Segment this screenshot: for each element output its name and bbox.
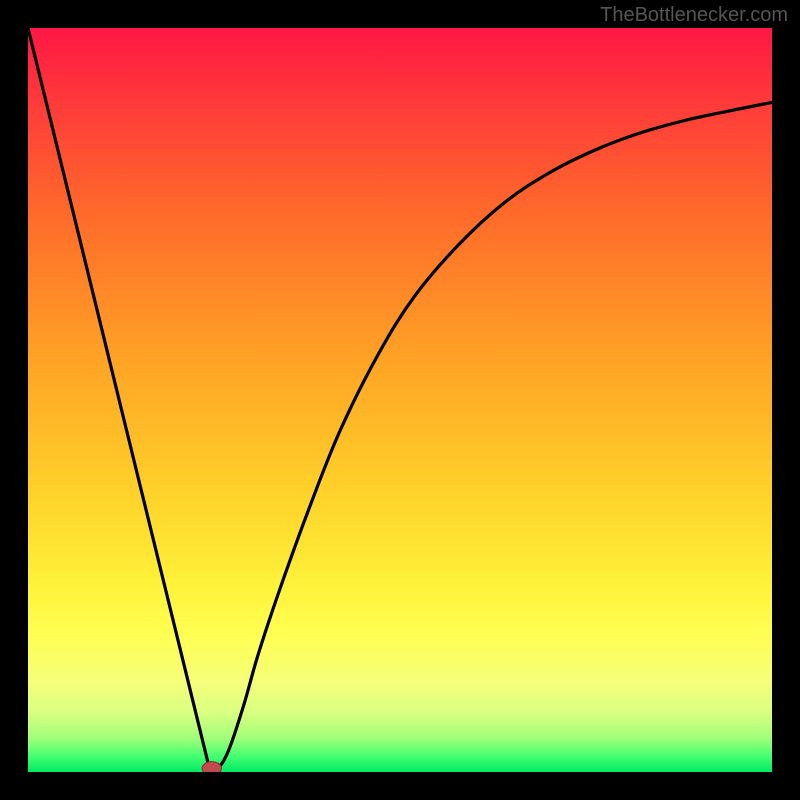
watermark-text: TheBottlenecker.com (600, 4, 788, 27)
chart-container: TheBottlenecker.com (0, 0, 800, 800)
bottleneck-chart (0, 0, 800, 800)
plot-background (28, 28, 772, 772)
